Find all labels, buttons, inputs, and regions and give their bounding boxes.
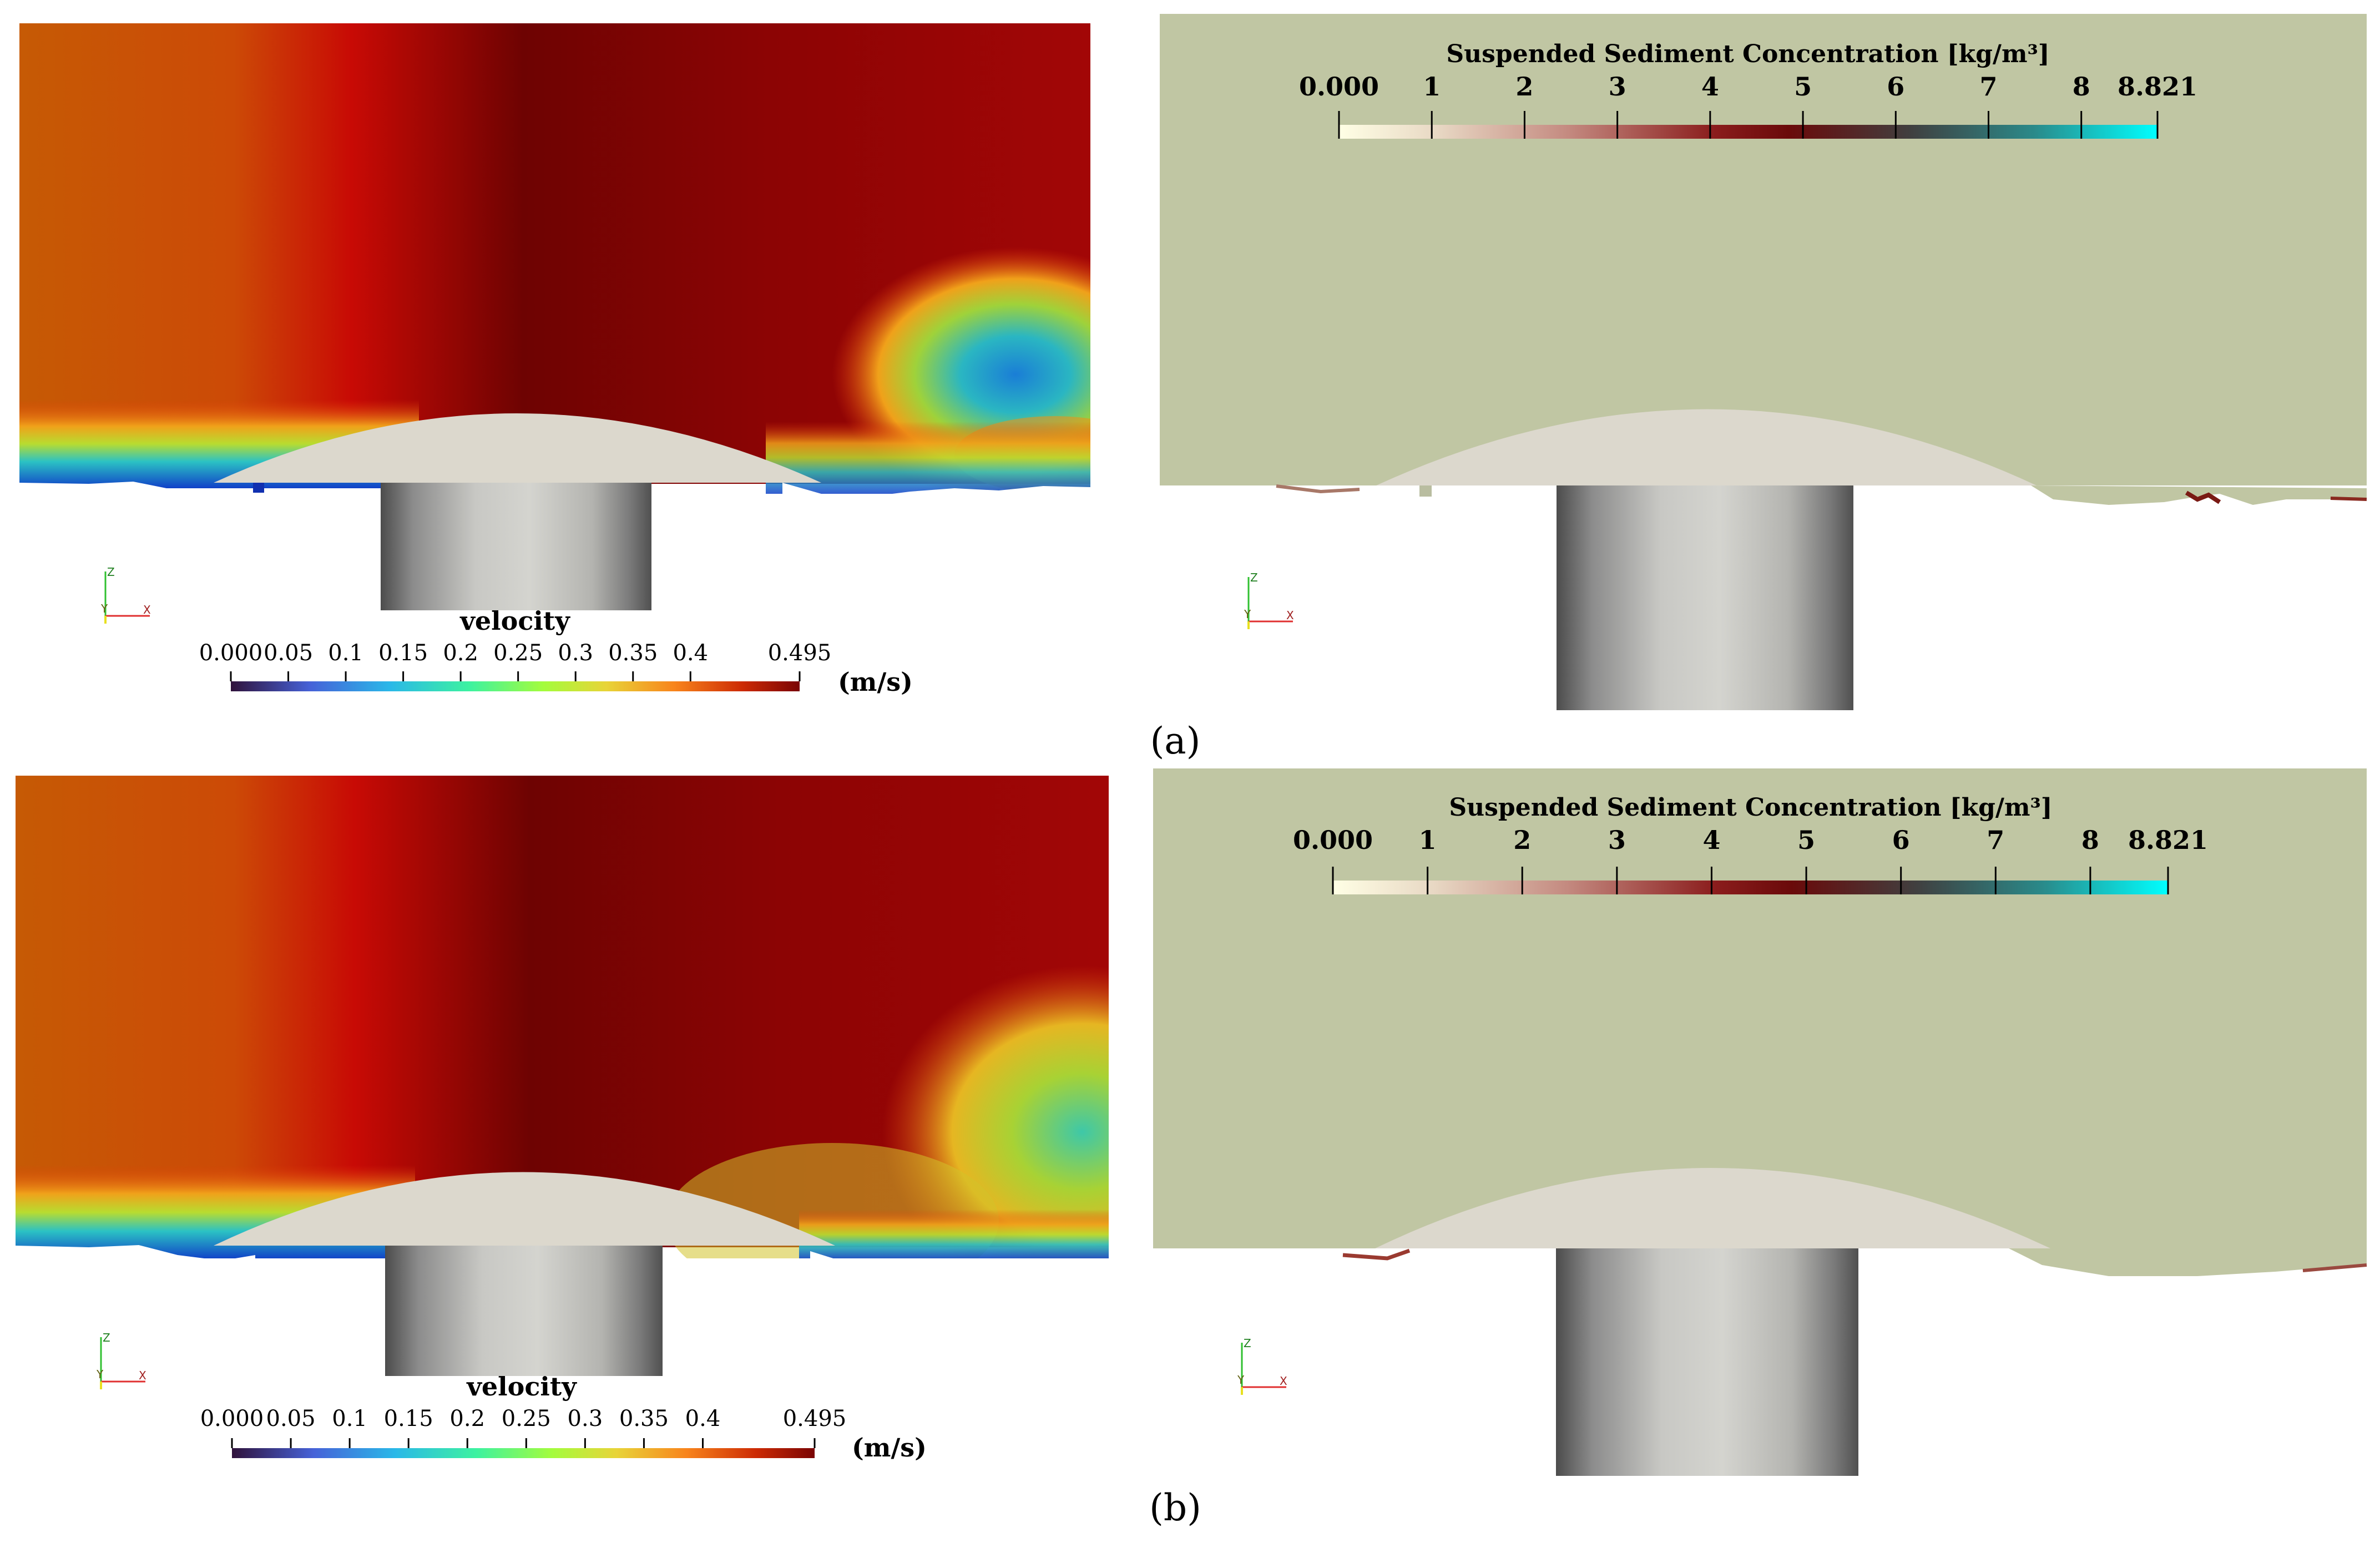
colorbar-tick-label: 0.4 — [685, 1406, 721, 1431]
colorbar-tick-label: 0.2 — [449, 1406, 485, 1431]
velocity-field-a — [19, 23, 1090, 497]
sediment-colorbar-title: Suspended Sediment Concentration [kg/m³] — [1449, 793, 2052, 822]
velocity-colorbar-a: velocity 0.000 0.05 0.1 0.15 0.2 0.25 0.3 0.35 0… — [199, 606, 913, 697]
pier-structure-sed-b — [1375, 1168, 2050, 1476]
velocity-colorbar-b: velocity 0.000 0.05 0.1 0.15 0.2 0.25 0.3 0.35 0… — [200, 1372, 927, 1463]
svg-text:Y: Y — [1244, 608, 1251, 621]
colorbar-tick-label: 4 — [1701, 72, 1719, 102]
colorbar-tick-label: 8.821 — [2128, 825, 2208, 855]
colorbar-tick-label: 0.000 — [200, 1406, 264, 1431]
colorbar-tick-label: 0.4 — [673, 640, 708, 666]
axes-triad-sed-b: Z Y X — [1237, 1337, 1287, 1395]
axes-triad-sed-a: Z Y X — [1244, 571, 1294, 629]
sediment-field-a — [1160, 14, 2367, 505]
svg-text:Z: Z — [1244, 1337, 1251, 1350]
velocity-colorbar-ticks: 0.000 0.05 0.1 0.15 0.2 0.25 0.3 0.35 0.4 0.495 — [200, 1406, 847, 1448]
colorbar-tick-label: 8 — [2081, 825, 2099, 855]
velocity-unit: (m/s) — [852, 1433, 927, 1463]
colorbar-tick-label: 0.2 — [443, 640, 478, 666]
pier-structure-a — [214, 413, 821, 610]
colorbar-tick-label: 0.25 — [493, 640, 543, 666]
colorbar-tick-label: 0.35 — [619, 1406, 669, 1431]
sediment-colorbar-ticks: 0.000 1 2 3 4 5 6 7 8 8.821 — [1293, 825, 2208, 894]
colorbar-tick-label: 0.1 — [332, 1406, 367, 1431]
colorbar-tick-label: 3 — [1609, 72, 1626, 102]
axes-triad-a: Z Y X — [100, 565, 151, 624]
colorbar-tick-label: 0.25 — [502, 1406, 551, 1431]
colorbar-tick-label: 0.35 — [608, 640, 658, 666]
colorbar-tick-label: 0.05 — [264, 640, 313, 666]
colorbar-tick-label: 1 — [1419, 825, 1437, 855]
colorbar-tick-label: 0.000 — [1299, 72, 1379, 102]
svg-text:Z: Z — [103, 1331, 110, 1344]
colorbar-tick-label: 6 — [1892, 825, 1910, 855]
colorbar-tick-label: 0.495 — [768, 640, 832, 666]
axis-y-label: Y — [100, 602, 108, 615]
colorbar-tick-label: 5 — [1797, 825, 1815, 855]
panel-label-a: (a) — [1150, 720, 1201, 762]
colorbar-tick-label: 0.1 — [328, 640, 363, 666]
sediment-colorbar-a: Suspended Sediment Concentration [kg/m³]… — [1299, 40, 2197, 139]
colorbar-tick-label: 0.3 — [568, 1406, 603, 1431]
colorbar-tick-label: 5 — [1794, 72, 1812, 102]
axes-triad-b: Z Y X — [96, 1331, 146, 1389]
colorbar-tick-label: 8.821 — [2118, 72, 2197, 102]
sediment-colorbar-b: Suspended Sediment Concentration [kg/m³]… — [1293, 793, 2208, 894]
sediment-field-b — [1153, 768, 2367, 1276]
colorbar-tick-label: 8 — [2073, 72, 2090, 102]
colorbar-tick-label: 7 — [1979, 72, 1997, 102]
colorbar-tick-label: 1 — [1423, 72, 1441, 102]
sediment-colorbar-ticks: 0.000 1 2 3 4 5 6 7 8 8.821 — [1299, 72, 2197, 139]
colorbar-tick-label: 0.3 — [558, 640, 593, 666]
colorbar-tick-label: 0.000 — [199, 640, 263, 666]
colorbar-tick-label: 4 — [1702, 825, 1720, 855]
velocity-colorbar-title: velocity — [459, 606, 570, 636]
panel-label-b: (b) — [1149, 1486, 1201, 1529]
velocity-unit: (m/s) — [838, 667, 913, 697]
sediment-colorbar-title: Suspended Sediment Concentration [kg/m³] — [1446, 40, 2049, 68]
velocity-colorbar-title: velocity — [466, 1372, 577, 1402]
colorbar-tick-label: 0.000 — [1293, 825, 1373, 855]
svg-text:Z: Z — [1250, 571, 1258, 584]
colorbar-tick-label: 2 — [1513, 825, 1531, 855]
colorbar-tick-label: 0.15 — [378, 640, 428, 666]
svg-text:X: X — [1280, 1374, 1287, 1388]
pier-structure-sed-a — [1376, 409, 2037, 710]
axis-x-label: X — [143, 603, 151, 616]
colorbar-tick-label: 2 — [1515, 72, 1533, 102]
colorbar-tick-label: 0.15 — [384, 1406, 433, 1431]
colorbar-tick-label: 3 — [1608, 825, 1626, 855]
axis-z-label: Z — [107, 565, 115, 579]
velocity-colorbar-ticks: 0.000 0.05 0.1 0.15 0.2 0.25 0.3 0.35 0.4 0.495 — [199, 640, 832, 681]
colorbar-tick-label: 6 — [1887, 72, 1904, 102]
svg-text:X: X — [139, 1369, 146, 1382]
colorbar-tick-label: 0.05 — [266, 1406, 316, 1431]
svg-text:Y: Y — [96, 1368, 104, 1381]
colorbar-tick-label: 7 — [1987, 825, 2004, 855]
svg-text:Y: Y — [1237, 1373, 1245, 1387]
colorbar-tick-label: 0.495 — [783, 1406, 847, 1431]
pier-structure-b — [214, 1172, 835, 1376]
svg-text:X: X — [1286, 609, 1294, 622]
